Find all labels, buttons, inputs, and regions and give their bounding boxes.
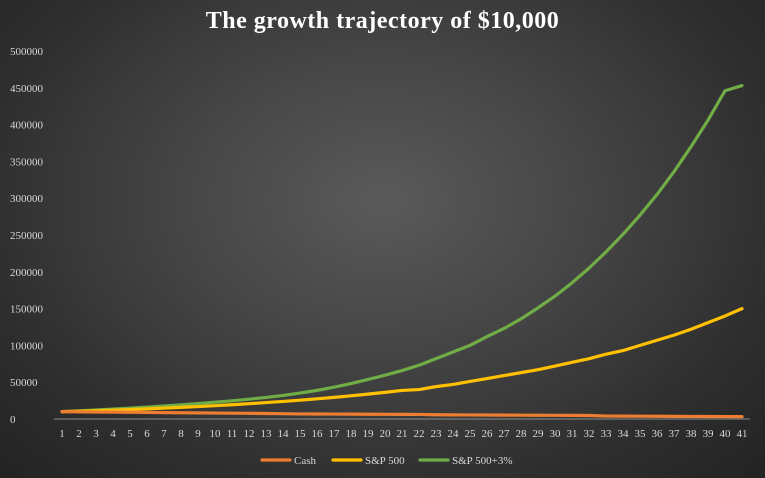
x-tick-label: 40 <box>720 428 732 440</box>
y-tick-label: 450000 <box>10 83 44 95</box>
x-tick-label: 30 <box>550 428 562 440</box>
y-tick-label: 150000 <box>10 304 44 316</box>
y-tick-label: 500000 <box>10 46 44 58</box>
x-tick-label: 3 <box>93 428 99 440</box>
x-tick-label: 27 <box>499 428 511 440</box>
legend: Cash S&P 500 S&P 500+3% <box>260 455 513 467</box>
x-tick-label: 5 <box>127 428 133 440</box>
legend-label: S&P 500+3% <box>452 455 513 467</box>
x-tick-label: 23 <box>431 428 443 440</box>
x-tick-label: 36 <box>652 428 664 440</box>
x-tick-label: 13 <box>261 428 273 440</box>
chart-title: The growth trajectory of $10,000 <box>205 8 560 34</box>
x-tick-label: 20 <box>380 428 392 440</box>
x-tick-label: 17 <box>329 428 341 440</box>
y-tick-label: 50000 <box>10 377 38 389</box>
x-tick-label: 22 <box>414 428 425 440</box>
x-tick-label: 14 <box>278 428 290 440</box>
y-tick-label: 400000 <box>10 120 44 132</box>
x-tick-label: 6 <box>144 428 150 440</box>
x-tick-label: 8 <box>178 428 184 440</box>
series-line-s-p-500 <box>60 307 744 414</box>
x-tick-label: 7 <box>161 428 167 440</box>
x-tick-label: 2 <box>76 428 82 440</box>
x-tick-label: 34 <box>618 428 630 440</box>
x-tick-label: 39 <box>703 428 715 440</box>
x-tick-label: 18 <box>346 428 358 440</box>
x-tick-label: 25 <box>465 428 477 440</box>
x-tick-label: 16 <box>312 428 324 440</box>
x-tick-label: 32 <box>584 428 595 440</box>
y-axis: 0 50000 100000 150000 200000 250000 300000 3500… <box>10 46 44 426</box>
x-tick-label: 21 <box>397 428 408 440</box>
legend-label: S&P 500 <box>365 455 405 467</box>
x-tick-label: 10 <box>210 428 222 440</box>
x-tick-label: 12 <box>244 428 255 440</box>
x-tick-label: 33 <box>601 428 613 440</box>
x-axis: 1 2 3 4 5 6 7 8 9 10 11 12 13 14 15 16 17 18 19 20 21 22 23 24 2… <box>54 418 750 440</box>
series-layer <box>60 83 744 419</box>
x-tick-label: 38 <box>686 428 698 440</box>
x-tick-label: 4 <box>110 428 116 440</box>
x-tick-label: 19 <box>363 428 375 440</box>
y-tick-label: 200000 <box>10 267 44 279</box>
series-line-cash <box>60 410 744 419</box>
x-tick-label: 9 <box>195 428 201 440</box>
y-tick-label: 300000 <box>10 193 44 205</box>
x-tick-label: 1 <box>59 428 65 440</box>
legend-label: Cash <box>294 455 317 467</box>
x-tick-label: 28 <box>516 428 528 440</box>
x-tick-label: 26 <box>482 428 494 440</box>
series-line-s-p-500-3 <box>60 83 744 414</box>
x-tick-label: 15 <box>295 428 307 440</box>
y-tick-label: 100000 <box>10 340 44 352</box>
x-tick-label: 41 <box>737 428 748 440</box>
x-tick-label: 24 <box>448 428 460 440</box>
x-tick-label: 11 <box>227 428 238 440</box>
x-tick-label: 31 <box>567 428 578 440</box>
x-tick-label: 37 <box>669 428 681 440</box>
x-tick-label: 29 <box>533 428 545 440</box>
y-tick-label: 250000 <box>10 230 44 242</box>
y-tick-label: 350000 <box>10 156 44 168</box>
y-tick-label: 0 <box>10 414 16 426</box>
x-tick-label: 35 <box>635 428 647 440</box>
